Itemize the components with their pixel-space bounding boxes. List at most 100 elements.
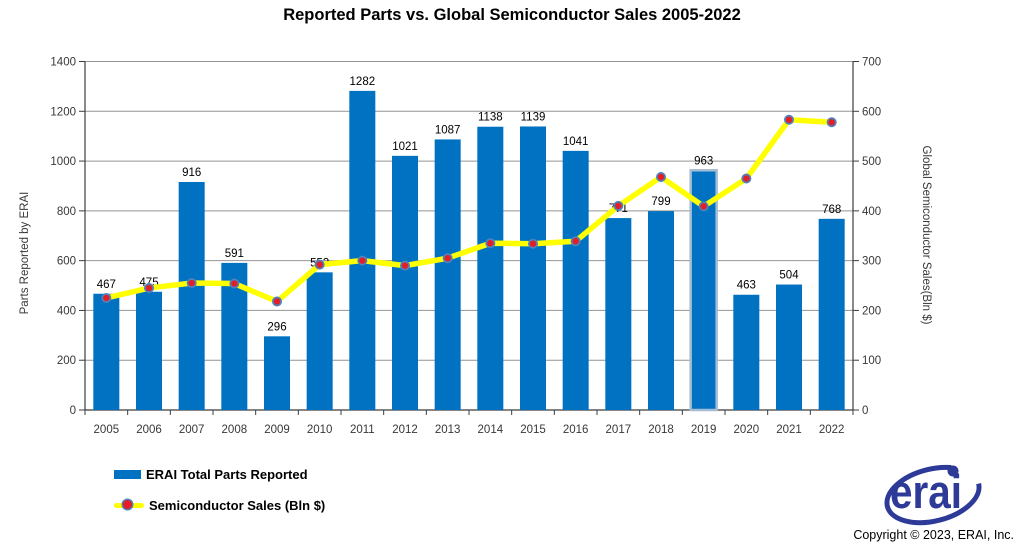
bar-label-2022: 768 bbox=[822, 204, 841, 216]
sales-marker-2005 bbox=[103, 294, 110, 302]
logo-wordmark: erai bbox=[890, 465, 962, 518]
sales-marker-2017 bbox=[615, 202, 622, 210]
bar-2010 bbox=[306, 272, 333, 410]
sales-marker-2007 bbox=[188, 279, 195, 287]
y-tick-label-left: 1000 bbox=[50, 156, 76, 168]
bar-label-2009: 296 bbox=[267, 321, 286, 333]
sales-marker-2012 bbox=[401, 262, 409, 269]
y-tick-label-right: 0 bbox=[862, 405, 868, 417]
bar-2016 bbox=[562, 150, 589, 410]
x-tick-label-2020: 2020 bbox=[734, 424, 760, 436]
bar-2015 bbox=[520, 126, 546, 410]
y-tick-label-right: 500 bbox=[862, 156, 881, 168]
x-tick-label-2009: 2009 bbox=[264, 424, 290, 436]
bar-label-2008: 591 bbox=[225, 248, 244, 260]
copyright-text: Copyright © 2023, ERAI, Inc. bbox=[853, 528, 1014, 542]
x-tick-label-2015: 2015 bbox=[520, 424, 546, 436]
sales-marker-2010 bbox=[316, 261, 323, 268]
x-tick-label-2017: 2017 bbox=[606, 424, 632, 436]
bar-2022 bbox=[818, 218, 845, 410]
legend: ERAI Total Parts Reported Semiconductor … bbox=[114, 464, 325, 526]
legend-label-bars: ERAI Total Parts Reported bbox=[146, 466, 308, 482]
x-tick-label-2012: 2012 bbox=[392, 424, 418, 436]
y-tick-label-left: 1200 bbox=[50, 106, 76, 118]
bar-2018 bbox=[648, 211, 674, 410]
x-tick-label-2008: 2008 bbox=[222, 424, 248, 436]
bar-2013 bbox=[434, 139, 461, 410]
y-tick-label-left: 800 bbox=[57, 206, 76, 218]
line-swatch-icon bbox=[114, 500, 144, 509]
x-tick-label-2010: 2010 bbox=[307, 424, 333, 436]
sales-marker-2008 bbox=[231, 280, 238, 287]
sales-marker-2018 bbox=[657, 173, 665, 181]
bar-2020 bbox=[733, 294, 760, 410]
x-tick-label-2013: 2013 bbox=[435, 424, 461, 436]
sales-marker-2011 bbox=[359, 257, 366, 264]
x-tick-label-2018: 2018 bbox=[648, 424, 674, 436]
y-tick-label-right: 700 bbox=[862, 57, 881, 69]
y-tick-label-right: 200 bbox=[862, 305, 881, 317]
legend-item-line: Semiconductor Sales (Bln $) bbox=[114, 495, 325, 515]
x-tick-label-2011: 2011 bbox=[350, 424, 375, 436]
y-tick-label-left: 1400 bbox=[50, 57, 76, 69]
legend-item-bars: ERAI Total Parts Reported bbox=[114, 464, 325, 484]
bar-2006 bbox=[136, 291, 162, 410]
left-axis-title: Parts Reported by ERAI bbox=[19, 191, 31, 315]
y-tick-label-left: 400 bbox=[57, 305, 76, 317]
bar-2021 bbox=[776, 284, 802, 410]
sales-marker-2020 bbox=[743, 175, 750, 182]
erai-logo: erai bbox=[872, 456, 998, 533]
erai-logo-graphic: erai bbox=[884, 464, 982, 526]
bar-label-2015: 1139 bbox=[521, 111, 546, 123]
sales-line bbox=[105, 116, 832, 305]
x-tick-label-2014: 2014 bbox=[478, 424, 504, 436]
bar-2014 bbox=[477, 126, 504, 410]
sales-marker-2015 bbox=[529, 240, 537, 247]
chart-title: Reported Parts vs. Global Semiconductor … bbox=[283, 6, 741, 24]
right-axis-title: Global Semiconductor Sales(Bln $) bbox=[920, 145, 932, 325]
bar-2012 bbox=[392, 155, 418, 410]
logo-i-dot-icon bbox=[947, 465, 959, 477]
y-tick-label-right: 400 bbox=[862, 206, 881, 218]
bar-label-2005: 467 bbox=[97, 279, 116, 291]
bar-label-2020: 463 bbox=[737, 280, 756, 292]
bar-label-2016: 1041 bbox=[563, 136, 589, 148]
x-tick-label-2016: 2016 bbox=[563, 424, 589, 436]
x-tick-label-2005: 2005 bbox=[94, 424, 120, 436]
bar-label-2007: 916 bbox=[182, 167, 201, 179]
y-tick-label-left: 0 bbox=[70, 405, 76, 417]
bar-label-2012: 1021 bbox=[392, 141, 418, 153]
sales-marker-2019 bbox=[700, 203, 707, 210]
x-tick-label-2007: 2007 bbox=[179, 424, 205, 436]
y-tick-label-left: 200 bbox=[57, 355, 76, 367]
sales-marker-2006 bbox=[145, 284, 153, 292]
x-tick-label-2021: 2021 bbox=[776, 424, 802, 436]
bar-2007 bbox=[178, 181, 205, 410]
bar-2009 bbox=[264, 336, 290, 410]
bar-label-2014: 1138 bbox=[478, 112, 503, 124]
x-tick-label-2022: 2022 bbox=[819, 424, 845, 436]
sales-marker-2013 bbox=[444, 254, 451, 262]
y-tick-label-right: 100 bbox=[862, 355, 881, 367]
sales-marker-2009 bbox=[273, 298, 281, 305]
sales-marker-2022 bbox=[828, 119, 835, 126]
sales-marker-2014 bbox=[487, 240, 494, 247]
bar-label-2013: 1087 bbox=[435, 124, 461, 136]
bar-2017 bbox=[605, 218, 632, 410]
y-tick-label-right: 300 bbox=[862, 256, 881, 268]
x-tick-label-2019: 2019 bbox=[691, 424, 717, 436]
bar-label-2021: 504 bbox=[779, 270, 799, 282]
legend-label-line: Semiconductor Sales (Bln $) bbox=[149, 497, 326, 513]
marker-dot-icon bbox=[123, 500, 132, 509]
bar-label-2019: 963 bbox=[694, 155, 713, 167]
y-tick-label-right: 600 bbox=[862, 106, 881, 118]
y-tick-label-left: 600 bbox=[57, 256, 76, 268]
sales-marker-2016 bbox=[572, 238, 579, 245]
sales-marker-2021 bbox=[785, 116, 793, 123]
bar-2011 bbox=[349, 90, 376, 411]
bar-label-2018: 799 bbox=[651, 196, 670, 208]
bar-label-2011: 1282 bbox=[350, 76, 376, 88]
x-tick-label-2006: 2006 bbox=[136, 424, 162, 436]
